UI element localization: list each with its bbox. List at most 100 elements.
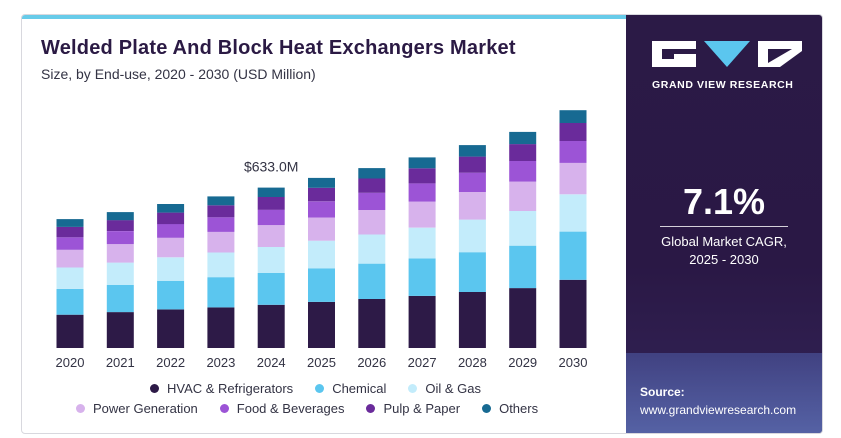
sidebar-panel: GRAND VIEW RESEARCH 7.1% Global Market C… — [626, 15, 822, 433]
bar-segment-2021-s3 — [106, 244, 134, 263]
bar-segment-2028-s4 — [458, 172, 486, 192]
bar-stack-2028 — [458, 145, 486, 348]
bar-segment-2026-s1 — [358, 263, 386, 299]
x-tick-label: 2028 — [458, 355, 487, 370]
bar-segment-2027-s6 — [408, 157, 436, 169]
bar-segment-2025-s6 — [308, 177, 335, 188]
bar-segment-2028-s1 — [458, 252, 486, 292]
bar-segment-2023-s3 — [207, 231, 235, 253]
bar-segment-2029-s3 — [509, 181, 537, 211]
bar-segment-2025-s4 — [308, 201, 335, 218]
bar-segment-2030-s3 — [559, 162, 587, 195]
bar-stack-2027 — [408, 157, 436, 348]
bar-segment-2025-s1 — [308, 268, 335, 302]
bar-segment-2024-s3 — [257, 225, 285, 247]
x-tick-label: 2020 — [56, 355, 85, 370]
bar-segment-2020-s3 — [56, 249, 84, 268]
bar-segment-2024-s5 — [257, 197, 285, 210]
legend-label: Oil & Gas — [425, 381, 481, 396]
bar-segment-2022-s3 — [157, 237, 185, 258]
cagr-label-line1: Global Market CAGR, — [661, 234, 787, 249]
bar-segment-2022-s2 — [157, 257, 185, 281]
bar-segment-2026-s3 — [358, 210, 386, 235]
accent-bar — [22, 15, 626, 19]
x-tick-label: 2024 — [257, 355, 286, 370]
bar-segment-2027-s2 — [408, 227, 436, 259]
bar-segment-2023-s4 — [207, 217, 235, 232]
bar-segment-2023-s2 — [207, 252, 235, 278]
bar-segment-2022-s6 — [157, 204, 185, 213]
bar-segment-2030-s0 — [559, 279, 587, 348]
bar-segment-2030-s4 — [559, 141, 587, 163]
bar-segment-2023-s6 — [207, 196, 235, 206]
legend-label: Food & Beverages — [236, 401, 345, 416]
x-tick-label: 2027 — [408, 355, 437, 370]
bar-segment-2020-s2 — [56, 267, 84, 289]
bar-segment-2024-s4 — [257, 209, 285, 226]
bar-segment-2029-s5 — [509, 144, 537, 161]
bar-segment-2020-s0 — [56, 314, 84, 348]
bar-segment-2029-s0 — [509, 288, 537, 348]
bar-segment-2027-s3 — [408, 201, 436, 228]
bar-segment-2021-s1 — [106, 285, 134, 313]
cagr-divider — [660, 226, 788, 227]
legend-row-1: HVAC & Refrigerators Chemical Oil & Gas — [150, 381, 503, 396]
legend-label: Others — [499, 401, 539, 416]
bar-segment-2020-s4 — [56, 237, 84, 250]
bar-stack-2029 — [509, 131, 537, 348]
bar-segment-2030-s5 — [559, 123, 587, 141]
source-label: Source: — [640, 385, 685, 399]
bar-segment-2020-s5 — [56, 226, 84, 238]
chart-subtitle: Size, by End-use, 2020 - 2030 (USD Milli… — [41, 66, 316, 82]
bar-stack-2021 — [106, 212, 134, 348]
bar-segment-2021-s4 — [106, 231, 134, 245]
bar-stack-2030 — [559, 110, 587, 348]
bar-segment-2025-s0 — [308, 301, 335, 348]
bar-stack-2020 — [56, 219, 84, 348]
legend-item-0: HVAC & Refrigerators — [150, 381, 293, 396]
x-tick-label: 2023 — [206, 355, 235, 370]
legend-swatch — [219, 404, 229, 413]
bar-stack-2025 — [308, 177, 335, 348]
stacked-bar-chart: 2020 2021 2022 2023 2024 $633.0M 2025 2026 2027 2… — [56, 110, 587, 370]
legend-label: Chemical — [332, 381, 387, 396]
legend-item-6: Others — [482, 401, 538, 416]
bar-segment-2021-s5 — [106, 220, 134, 231]
bar-segment-2023-s1 — [207, 277, 235, 308]
bar-segment-2027-s4 — [408, 183, 436, 202]
bar-segment-2030-s2 — [559, 194, 587, 232]
legend-label: Power Generation — [93, 401, 198, 416]
bar-segment-2028-s5 — [458, 156, 486, 173]
bar-stack-2023 — [207, 196, 235, 348]
bar-segment-2029-s6 — [509, 131, 537, 145]
brand-logo: GRAND VIEW RESEARCH — [652, 41, 802, 101]
bar-segment-2028-s3 — [458, 192, 486, 220]
bar-segment-2024-s1 — [257, 273, 285, 305]
source-url[interactable]: www.grandviewresearch.com — [640, 403, 797, 417]
cagr-value: 7.1% — [682, 181, 766, 222]
bar-stack-2024 — [257, 187, 285, 348]
bar-segment-2024-s6 — [257, 187, 285, 197]
x-tick-label: 2022 — [156, 355, 185, 370]
bar-segment-2026-s6 — [358, 168, 386, 179]
x-tick-label: 2025 — [307, 355, 336, 370]
source-box: Source: www.grandviewresearch.com — [626, 353, 822, 433]
bar-segment-2023-s5 — [207, 205, 235, 218]
legend-item-3: Power Generation — [76, 401, 198, 416]
x-tick-label: 2021 — [106, 355, 135, 370]
legend-row-2: Power Generation Food & Beverages Pulp & P… — [76, 401, 560, 416]
bar-segment-2021-s6 — [106, 212, 134, 221]
legend-swatch — [366, 404, 376, 413]
bar-segment-2027-s1 — [408, 258, 436, 296]
bar-segment-2026-s0 — [358, 299, 386, 348]
brand-name: GRAND VIEW RESEARCH — [652, 79, 794, 91]
legend-swatch — [150, 384, 159, 393]
bar-segment-2028-s0 — [458, 292, 486, 348]
legend-item-2: Oil & Gas — [408, 381, 481, 396]
bar-segment-2026-s2 — [358, 234, 386, 264]
legend-swatch — [482, 404, 492, 413]
bar-segment-2027-s0 — [408, 295, 436, 348]
legend-label: HVAC & Refrigerators — [167, 381, 294, 396]
bar-segment-2028-s6 — [458, 145, 486, 157]
legend-label: Pulp & Paper — [383, 401, 461, 416]
